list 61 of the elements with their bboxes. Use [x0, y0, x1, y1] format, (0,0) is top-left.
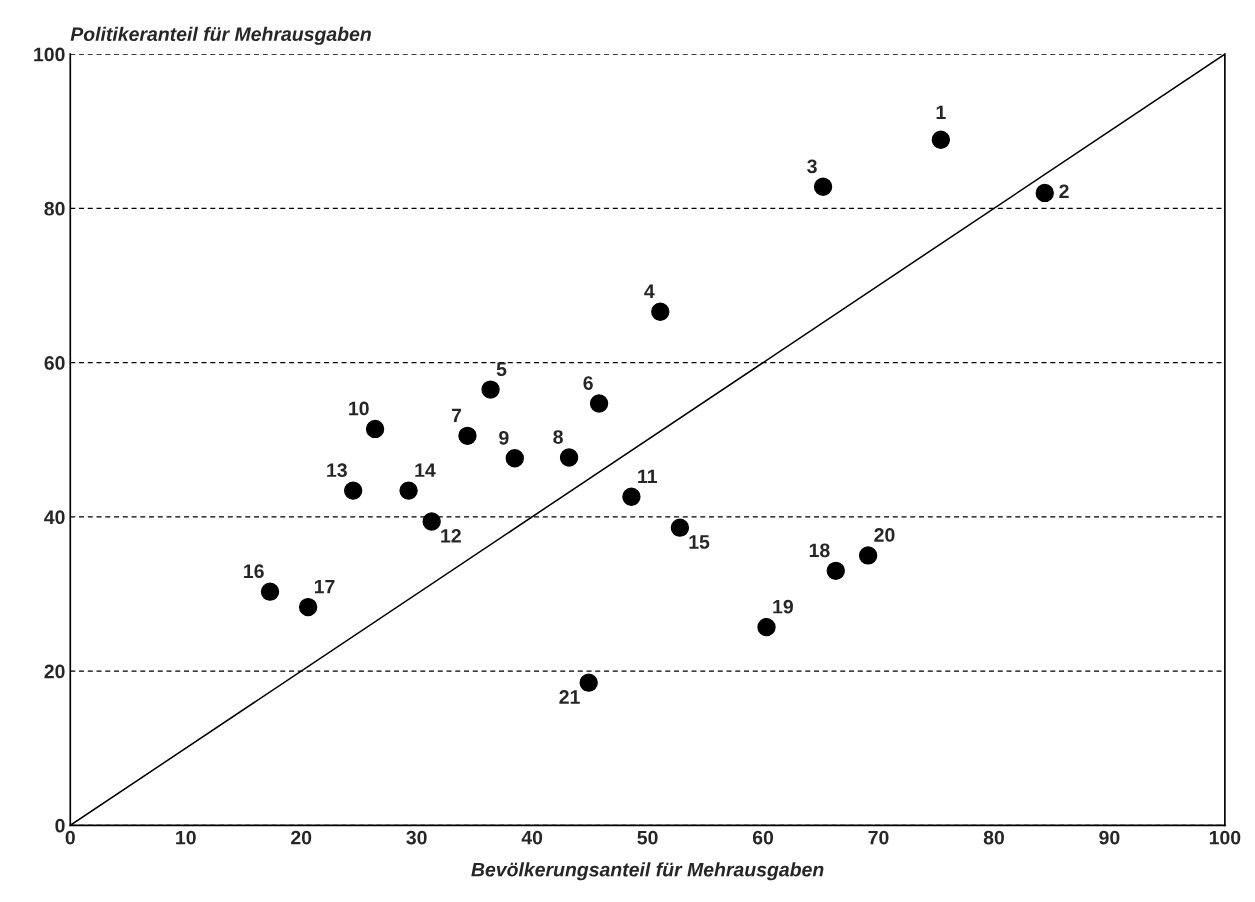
point [931, 130, 951, 149]
x-tick-label: 70 [868, 830, 889, 845]
x-tick-label: 20 [291, 830, 312, 845]
annotation: 2 [1059, 184, 1069, 198]
point [589, 394, 609, 413]
annotation: 18 [809, 543, 830, 558]
y-tick-label: 80 [44, 201, 65, 216]
y-tick-label: 100 [34, 47, 65, 62]
annotation: 3 [807, 159, 817, 174]
annotation: 16 [244, 564, 264, 579]
annotation: 19 [773, 599, 793, 614]
point [757, 617, 776, 637]
point [422, 512, 441, 531]
point [1035, 183, 1054, 203]
point [670, 518, 690, 537]
x-tick-label: 60 [752, 830, 774, 845]
point [622, 487, 641, 506]
x-tick-label: 50 [637, 830, 658, 845]
x-tick-label: 90 [1099, 830, 1120, 845]
annotation: 8 [553, 430, 563, 444]
point [813, 177, 833, 196]
annotation: 21 [559, 690, 580, 704]
annotation: 10 [349, 401, 369, 416]
x-tick-label: 40 [521, 830, 543, 845]
annotation: 6 [583, 376, 593, 390]
point [858, 546, 878, 565]
annotation: 17 [314, 579, 335, 594]
y-tick-label: 0 [55, 818, 65, 833]
x-tick-label: 10 [176, 830, 196, 845]
y-tick-label: 40 [44, 510, 65, 525]
annotation: 1 [936, 105, 946, 120]
point [505, 449, 524, 468]
point [651, 302, 670, 321]
y-tick-label: 20 [44, 664, 65, 679]
x-tick-label: 80 [983, 830, 1004, 845]
annotation: 13 [327, 463, 347, 478]
annotation: 12 [441, 528, 461, 543]
point [298, 597, 318, 617]
y-tick-label: 60 [44, 356, 65, 370]
annotation: 5 [496, 362, 507, 377]
point [559, 448, 579, 467]
point [579, 673, 598, 692]
x-axis-title: Bevölkerungsanteil für Mehrausgaben [471, 862, 824, 881]
x-tick-label: 0 [65, 830, 75, 845]
x-tick-label: 100 [1209, 830, 1241, 845]
annotation: 20 [874, 528, 895, 542]
point [343, 481, 363, 500]
y-axis-title: Politikeranteil für Mehrausgaben [70, 26, 371, 45]
point [481, 380, 500, 399]
annotation: 9 [499, 430, 509, 445]
annotation: 11 [638, 469, 657, 484]
annotation: 7 [451, 408, 462, 423]
annotation: 15 [689, 535, 710, 549]
point [399, 481, 418, 500]
point [260, 582, 280, 601]
x-tick-label: 30 [406, 830, 427, 845]
annotation: 14 [415, 463, 436, 477]
annotation: 4 [644, 284, 655, 298]
point [458, 426, 477, 446]
point [365, 419, 385, 439]
point [826, 561, 845, 581]
